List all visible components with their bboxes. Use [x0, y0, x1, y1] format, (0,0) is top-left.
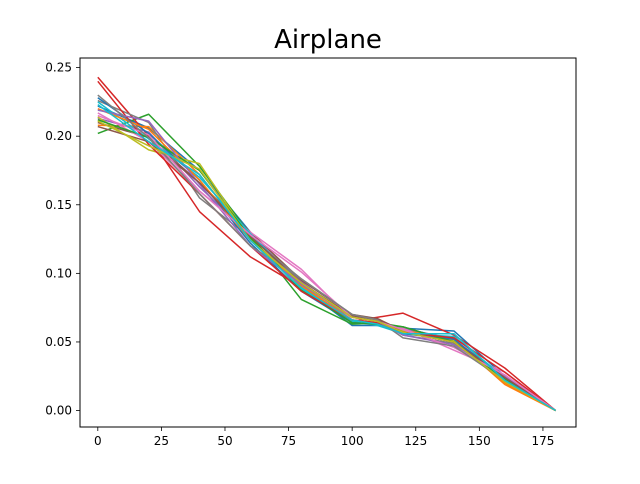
- y-tick-label: 0.25: [45, 61, 72, 75]
- x-tick-label: 25: [154, 434, 169, 448]
- y-tick-label: 0.00: [45, 404, 72, 418]
- series-line-20: [97, 104, 557, 412]
- series-layer: [97, 76, 557, 412]
- series-line-18: [97, 94, 557, 412]
- x-tick-label: 125: [404, 434, 427, 448]
- y-axis: 0.00 0.05 0.10 0.15 0.20 0.25: [45, 61, 80, 418]
- y-tick-label: 0.20: [45, 129, 72, 143]
- series-line-16: [97, 125, 557, 412]
- series-line-19: [97, 120, 557, 412]
- y-tick-label: 0.05: [45, 335, 72, 349]
- plot-frame: [79, 57, 577, 428]
- y-tick-label: 0.15: [45, 198, 72, 212]
- x-tick-label: 100: [341, 434, 364, 448]
- x-axis: 0 25 50 75 100 125 150 175: [94, 427, 554, 448]
- x-tick-label: 50: [217, 434, 232, 448]
- x-tick-label: 150: [468, 434, 491, 448]
- y-tick-label: 0.10: [45, 266, 72, 280]
- chart-title: Airplane: [274, 25, 382, 55]
- x-tick-label: 75: [281, 434, 296, 448]
- x-tick-label: 175: [531, 434, 554, 448]
- x-tick-label: 0: [94, 434, 102, 448]
